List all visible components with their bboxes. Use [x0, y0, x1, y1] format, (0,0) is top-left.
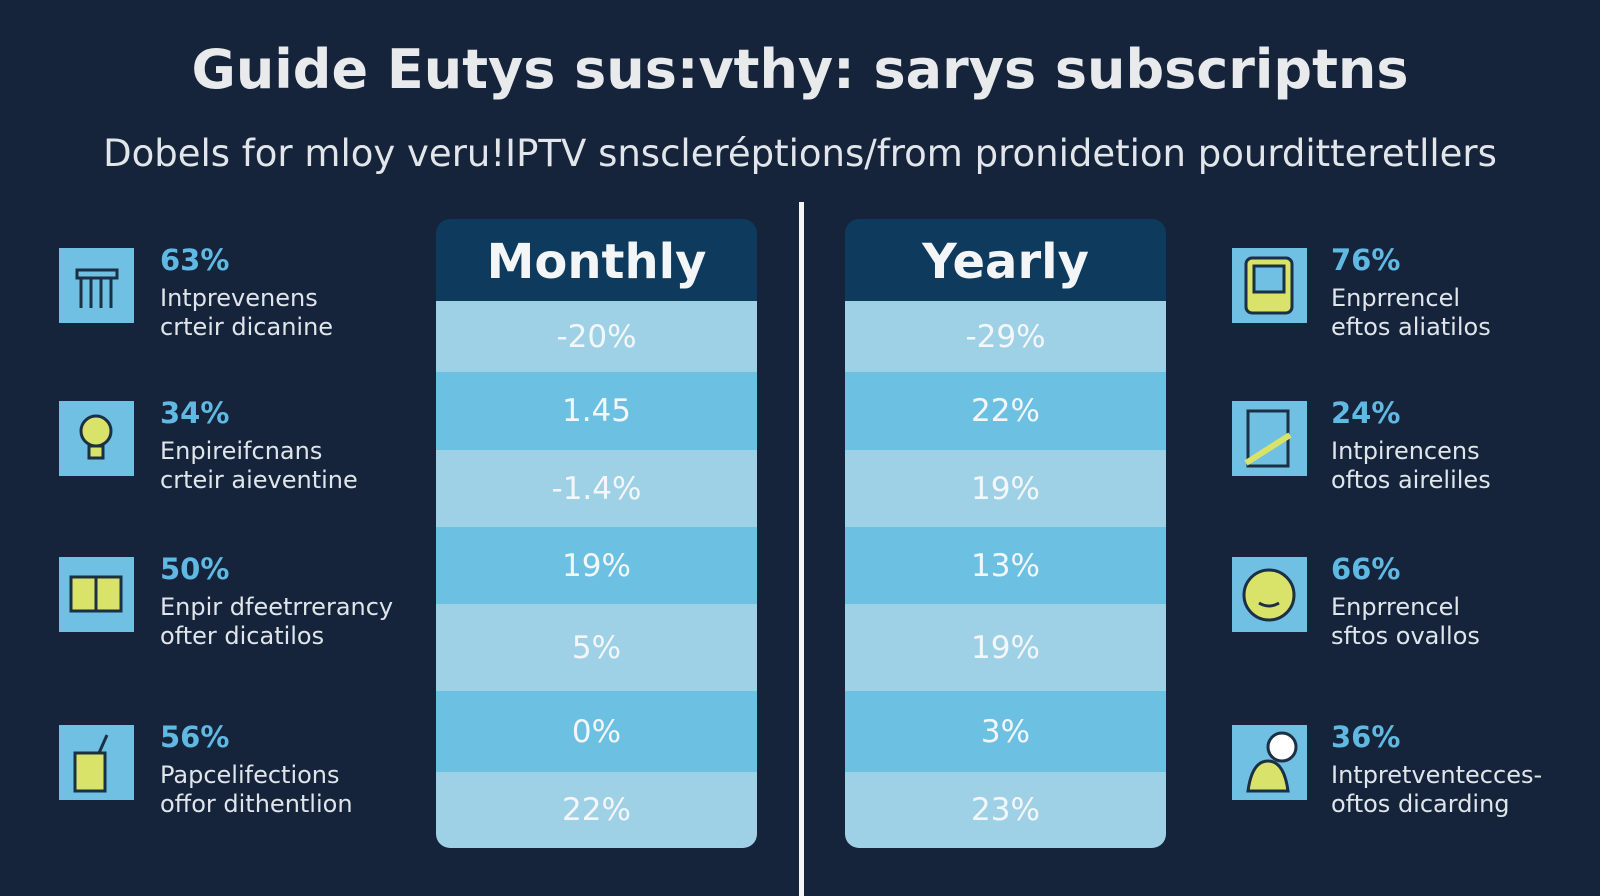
- icon-graphic: [75, 268, 119, 308]
- icon-graphic: [1244, 256, 1294, 315]
- table-cell: -20%: [436, 301, 757, 372]
- stat-label: Papcelifections: [160, 761, 340, 789]
- table-header: Yearly: [845, 219, 1166, 301]
- table: Monthly -20% 1.45 -1.4% 19% 5% 0% 22%: [436, 219, 757, 848]
- stat-value: 66%: [1331, 552, 1401, 586]
- stat-label: oftos dicarding: [1331, 790, 1510, 818]
- icon-graphic: [1246, 731, 1298, 793]
- icon-graphic: [79, 414, 113, 460]
- stat-value: 34%: [160, 396, 230, 430]
- subtitle: Dobels for mloy veru!IPTV snscleréptions…: [103, 132, 1497, 175]
- table-cell: 0%: [436, 691, 757, 772]
- stat-label: Intpirencens: [1331, 437, 1480, 465]
- stat-label: Enpir dfeetrrerancy: [160, 593, 394, 621]
- icon: [59, 557, 134, 632]
- icon: [59, 401, 134, 476]
- stat-value: 50%: [160, 552, 230, 586]
- stat-label: Enprrencel: [1331, 284, 1460, 312]
- icon-graphic: [1242, 568, 1296, 622]
- table-cell: 19%: [436, 527, 757, 604]
- table-cell: 22%: [845, 372, 1166, 450]
- stat-label: Enprrencel: [1331, 593, 1460, 621]
- icon: [1232, 248, 1307, 323]
- table-cell: 13%: [845, 527, 1166, 604]
- stat-label: Intpretventecces-: [1331, 761, 1543, 789]
- table-cell: -1.4%: [436, 450, 757, 527]
- icon-graphic: [69, 575, 123, 613]
- table-cell: -29%: [845, 301, 1166, 372]
- icon-graphic: [1244, 409, 1292, 468]
- stat-label: oftos aireliles: [1331, 466, 1491, 494]
- stat-value: 76%: [1331, 243, 1401, 277]
- divider: [799, 202, 804, 896]
- icon: [59, 725, 134, 800]
- title: Guide Eutys sus:vthy: sarys subscriptns: [191, 38, 1409, 101]
- table-cell: 19%: [845, 450, 1166, 527]
- stat-label: crteir aieventine: [160, 466, 358, 494]
- table-cell: 23%: [845, 772, 1166, 848]
- stat-label: ofter dicatilos: [160, 622, 325, 650]
- table-cell: 1.45: [436, 372, 757, 450]
- table-cell: 3%: [845, 691, 1166, 772]
- stat-label: crteir dicanine: [160, 313, 334, 341]
- stat-label: offor dithentlion: [160, 790, 353, 818]
- icon: [59, 248, 134, 323]
- icon: [1232, 557, 1307, 632]
- icon-graphic: [73, 734, 109, 793]
- table-cell: 5%: [436, 604, 757, 691]
- stat-value: 56%: [160, 720, 230, 754]
- table-cell: 22%: [436, 772, 757, 848]
- stat-label: eftos aliatilos: [1331, 313, 1491, 341]
- stat-value: 36%: [1331, 720, 1401, 754]
- table-cell: 19%: [845, 604, 1166, 691]
- stat-value: 24%: [1331, 396, 1401, 430]
- table-header: Monthly: [436, 219, 757, 301]
- stat-label: Enpireifcnans: [160, 437, 323, 465]
- stat-label: Intprevenens: [160, 284, 318, 312]
- stat-label: sftos ovallos: [1331, 622, 1480, 650]
- icon: [1232, 725, 1307, 800]
- table: Yearly -29% 22% 19% 13% 19% 3% 23%: [845, 219, 1166, 848]
- icon: [1232, 401, 1307, 476]
- stat-value: 63%: [160, 243, 230, 277]
